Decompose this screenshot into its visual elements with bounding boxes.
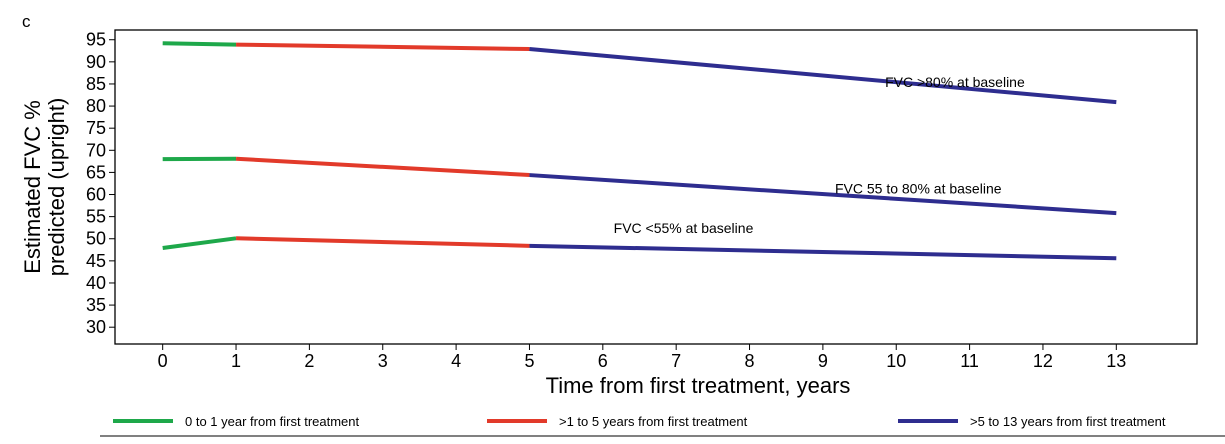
- x-tick-label: 10: [886, 351, 906, 371]
- legend-label: >5 to 13 years from first treatment: [970, 414, 1166, 429]
- x-axis-title: Time from first treatment, years: [546, 373, 851, 398]
- series-line-segment: [162, 41, 237, 47]
- y-axis-label-line: predicted (upright): [44, 98, 69, 277]
- y-tick-label: 55: [86, 207, 106, 227]
- x-tick-label: 4: [451, 351, 461, 371]
- x-tick-label: 7: [671, 351, 681, 371]
- x-tick-label: 6: [598, 351, 608, 371]
- y-tick-label: 45: [86, 251, 106, 271]
- y-tick-label: 95: [86, 30, 106, 50]
- y-tick-label: 85: [86, 74, 106, 94]
- y-tick-label: 60: [86, 185, 106, 205]
- y-axis-title: Estimated FVC %predicted (upright): [20, 98, 69, 277]
- series-line-segment: [529, 173, 1117, 216]
- series-annotation: FVC 55 to 80% at baseline: [835, 181, 1002, 197]
- legend-label: >1 to 5 years from first treatment: [559, 414, 748, 429]
- series-lines: [162, 41, 1117, 261]
- x-tick-label: 13: [1106, 351, 1126, 371]
- series-annotation: FVC >80% at baseline: [885, 74, 1025, 90]
- y-tick-label: 75: [86, 118, 106, 138]
- series-annotation: FVC <55% at baseline: [614, 220, 754, 236]
- x-tick-label: 0: [158, 351, 168, 371]
- x-tick-label: 11: [960, 351, 979, 371]
- legend-label: 0 to 1 year from first treatment: [185, 414, 360, 429]
- x-tick-label: 3: [378, 351, 388, 371]
- legend: 0 to 1 year from first treatment >1 to 5 …: [113, 414, 1166, 429]
- x-tick-label: 8: [745, 351, 755, 371]
- y-tick-label: 70: [86, 140, 106, 160]
- y-tick-label: 65: [86, 162, 106, 182]
- x-tick-label: 2: [304, 351, 314, 371]
- y-tick-label: 50: [86, 229, 106, 249]
- y-tick-label: 30: [86, 317, 106, 337]
- series-line-segment: [529, 47, 1117, 105]
- y-tick-label: 40: [86, 273, 106, 293]
- series-line-segment: [529, 243, 1117, 261]
- x-tick-label: 9: [818, 351, 828, 371]
- series-labels: FVC >80% at baseline FVC 55 to 80% at bas…: [614, 74, 1025, 236]
- y-tick-label: 35: [86, 295, 106, 315]
- series-line-segment: [235, 236, 530, 248]
- panel-label: c: [22, 12, 31, 31]
- series-line-segment: [162, 236, 237, 251]
- y-tick-label: 90: [86, 52, 106, 72]
- y-tick-label: 80: [86, 96, 106, 116]
- series-line-segment: [236, 42, 530, 52]
- series-line-segment: [235, 156, 530, 178]
- plot-frame: [114, 29, 1198, 345]
- x-tick-label: 1: [231, 351, 241, 371]
- x-tick-label: 5: [524, 351, 534, 371]
- y-axis-label: Estimated FVC %predicted (upright): [20, 98, 69, 277]
- x-tick-label: 12: [1033, 351, 1053, 371]
- y-axis-label-line: Estimated FVC %: [20, 100, 45, 274]
